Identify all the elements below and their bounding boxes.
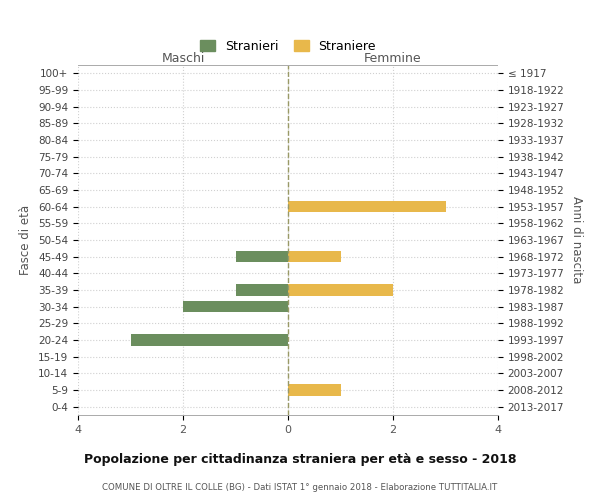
Bar	[183, 301, 288, 312]
Y-axis label: Fasce di età: Fasce di età	[19, 205, 32, 275]
Bar	[288, 284, 393, 296]
Legend: Stranieri, Straniere: Stranieri, Straniere	[196, 36, 380, 56]
Bar	[288, 201, 445, 212]
Bar	[235, 251, 288, 262]
Text: Popolazione per cittadinanza straniera per età e sesso - 2018: Popolazione per cittadinanza straniera p…	[84, 452, 516, 466]
Bar	[288, 251, 341, 262]
Bar	[235, 284, 288, 296]
Bar	[131, 334, 288, 346]
Y-axis label: Anni di nascita: Anni di nascita	[570, 196, 583, 284]
Bar	[288, 384, 341, 396]
Text: COMUNE DI OLTRE IL COLLE (BG) - Dati ISTAT 1° gennaio 2018 - Elaborazione TUTTIT: COMUNE DI OLTRE IL COLLE (BG) - Dati IST…	[103, 482, 497, 492]
Text: Femmine: Femmine	[364, 52, 422, 65]
Text: Maschi: Maschi	[161, 52, 205, 65]
